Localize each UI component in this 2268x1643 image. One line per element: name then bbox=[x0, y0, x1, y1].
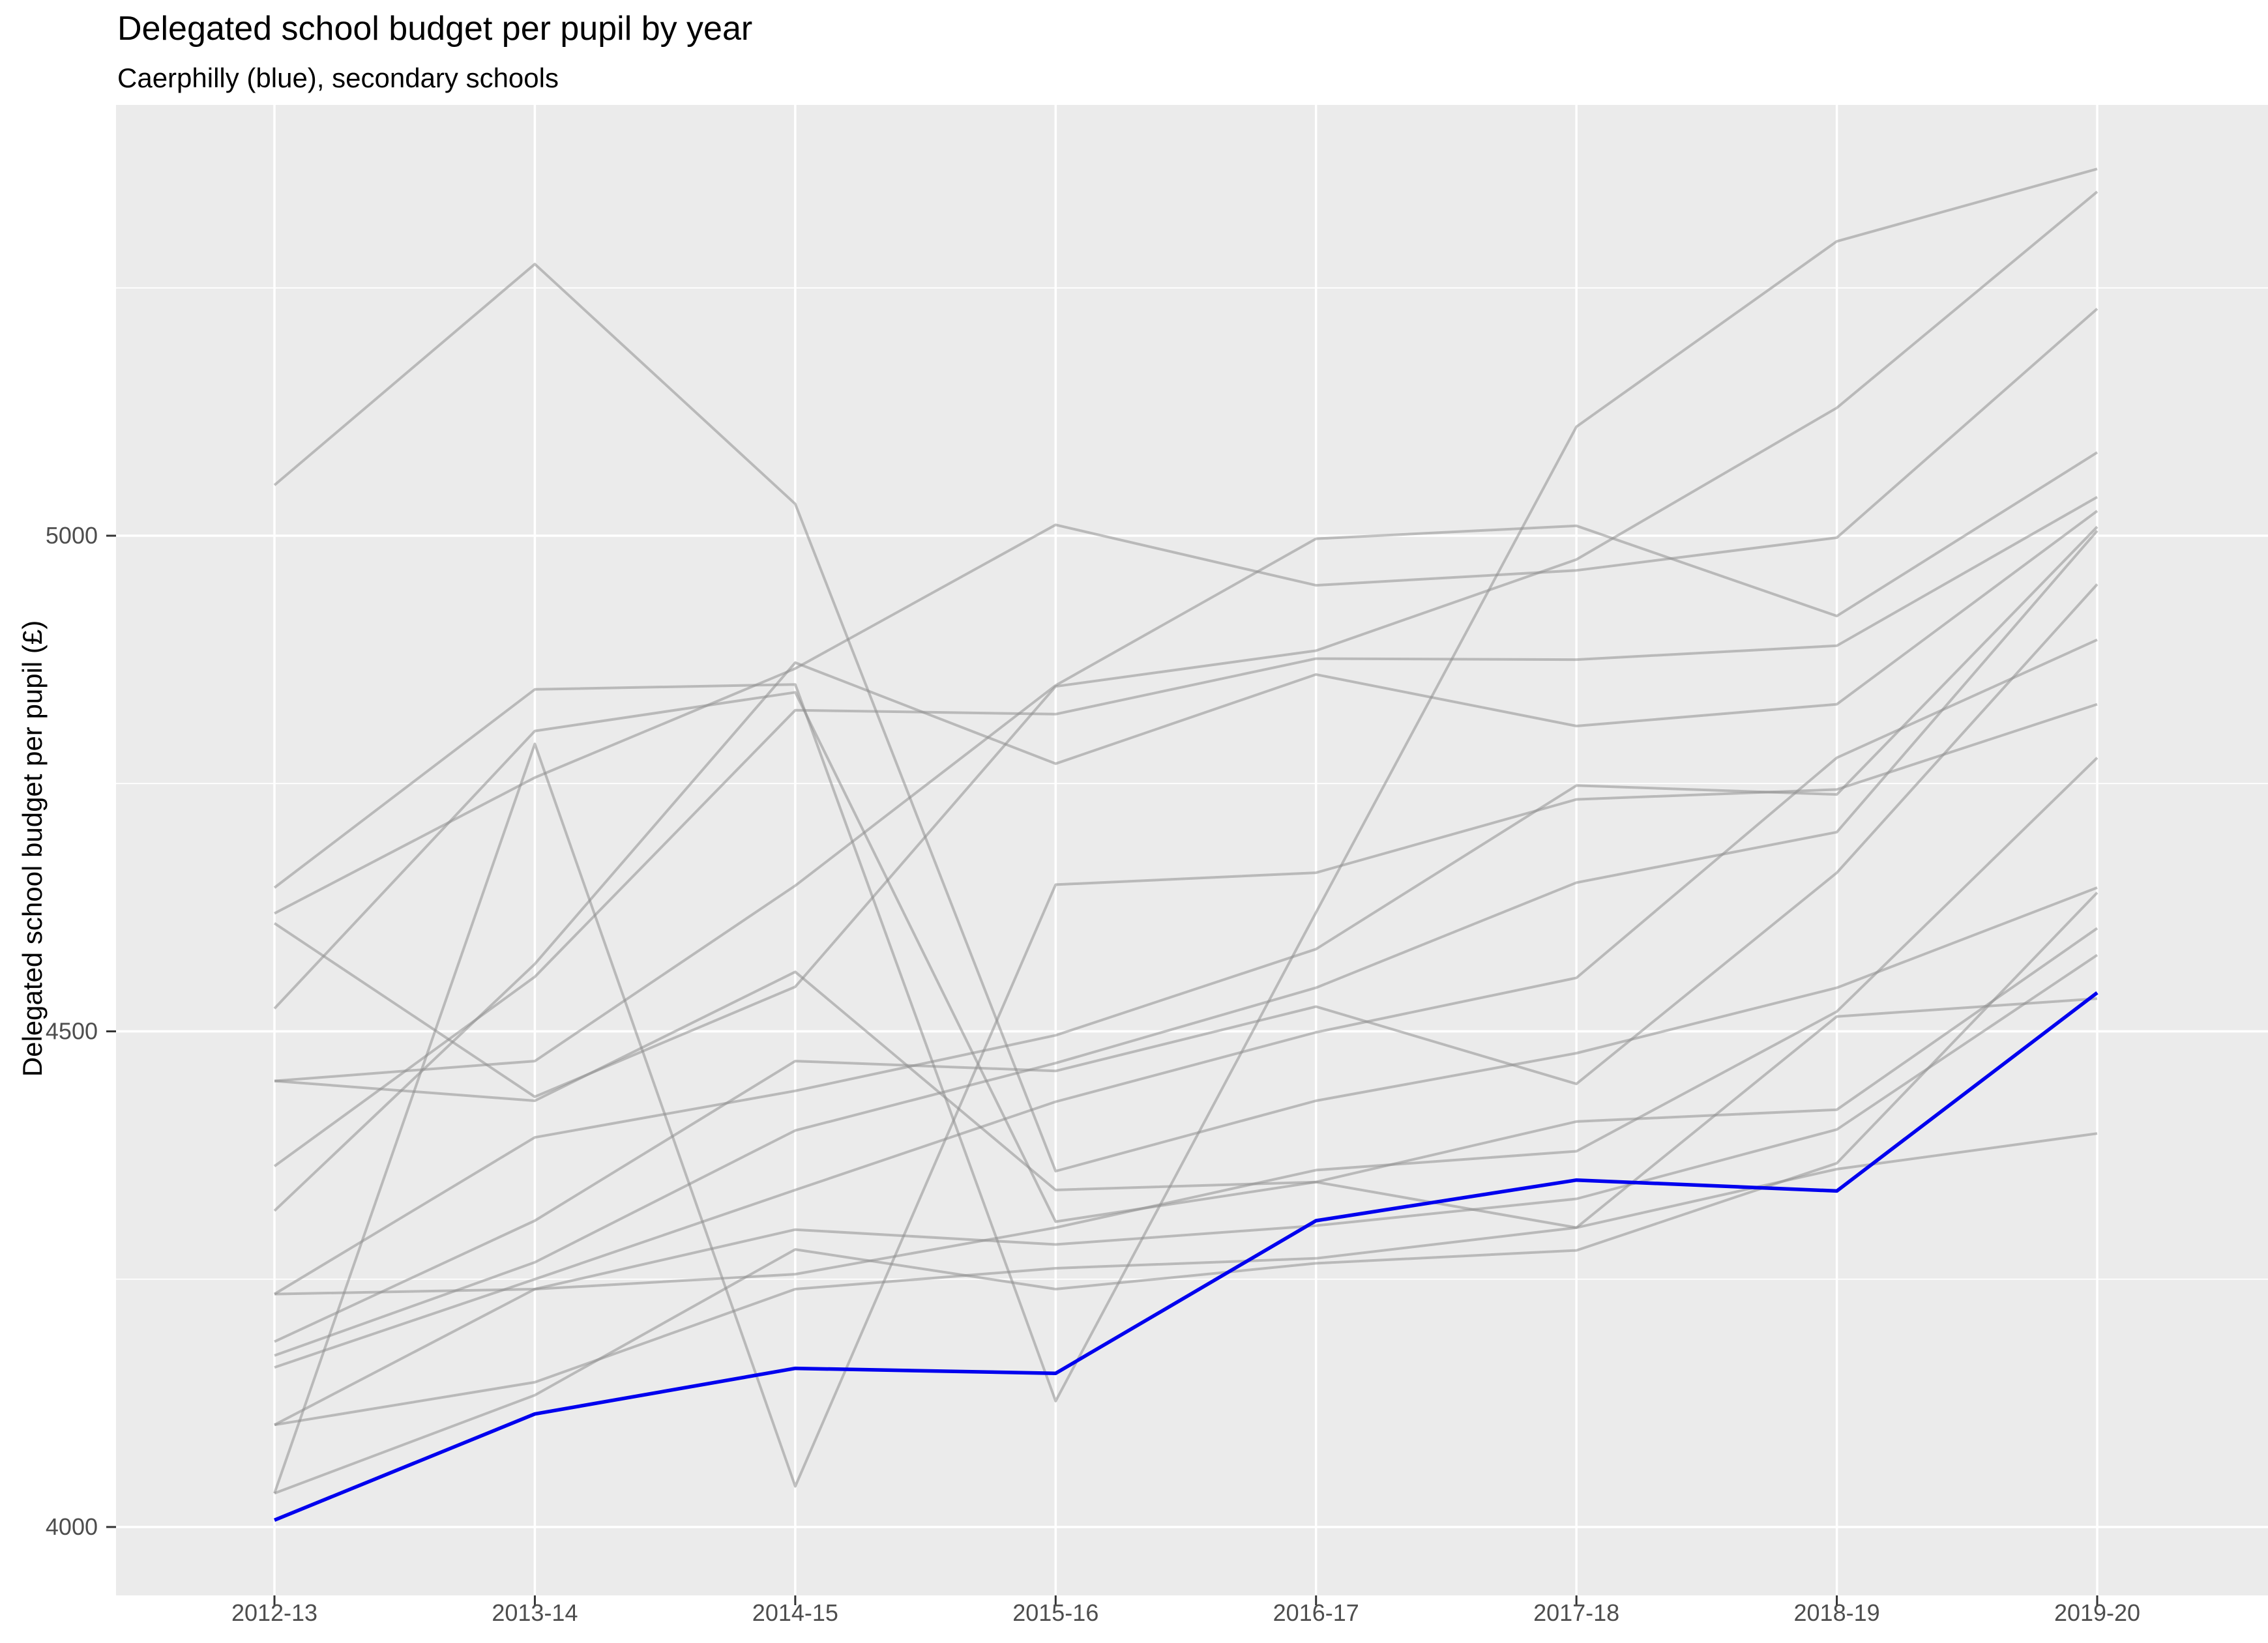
x-tick-label: 2016-17 bbox=[1273, 1599, 1359, 1626]
series-line-other-14 bbox=[273, 703, 2098, 1494]
x-tick-label: 2014-15 bbox=[752, 1599, 838, 1626]
series-line-other-01 bbox=[273, 263, 2098, 1172]
series-line-other-12 bbox=[274, 638, 2098, 1369]
x-tick-label: 2013-14 bbox=[492, 1599, 578, 1626]
series-line-other-06 bbox=[274, 451, 2099, 1083]
series-line-other-05 bbox=[273, 691, 2099, 1223]
y-tick-label: 4500 bbox=[46, 1018, 98, 1045]
series-line-other-18 bbox=[274, 970, 2098, 1229]
series-line-other-16 bbox=[274, 953, 2099, 1427]
series-lines bbox=[273, 167, 2099, 1522]
series-line-other-02 bbox=[273, 167, 2098, 1403]
series-line-other-17 bbox=[274, 892, 2099, 1495]
y-tick-label: 4000 bbox=[46, 1513, 98, 1540]
series-line-other-11 bbox=[274, 583, 2099, 1343]
series-line-other-03 bbox=[274, 308, 2099, 915]
tick-marks bbox=[106, 534, 2099, 1605]
x-tick-label: 2015-16 bbox=[1012, 1599, 1098, 1626]
series-line-other-10 bbox=[274, 530, 2099, 1357]
axis-labels: 2012-13 2013-14 2014-15 2015-16 2016-17 2017-… bbox=[46, 522, 2140, 1626]
series-line-other-08 bbox=[273, 510, 2099, 1212]
x-tick-label: 2012-13 bbox=[231, 1599, 317, 1626]
series-line-caerphilly bbox=[273, 991, 2099, 1522]
chart-title: Delegated school budget per pupil by yea… bbox=[117, 10, 753, 48]
series-line-other-07 bbox=[273, 495, 2098, 1168]
plot-panel bbox=[116, 105, 2268, 1595]
y-tick-label: 5000 bbox=[46, 522, 98, 549]
x-tick-label: 2019-20 bbox=[2054, 1599, 2140, 1626]
series-line-other-13 bbox=[274, 757, 2099, 1296]
gridlines bbox=[116, 105, 2268, 1595]
chart-subtitle: Caerphilly (blue), secondary schools bbox=[117, 63, 559, 93]
x-tick-label: 2017-18 bbox=[1533, 1599, 1619, 1626]
x-tick-label: 2018-19 bbox=[1794, 1599, 1880, 1626]
